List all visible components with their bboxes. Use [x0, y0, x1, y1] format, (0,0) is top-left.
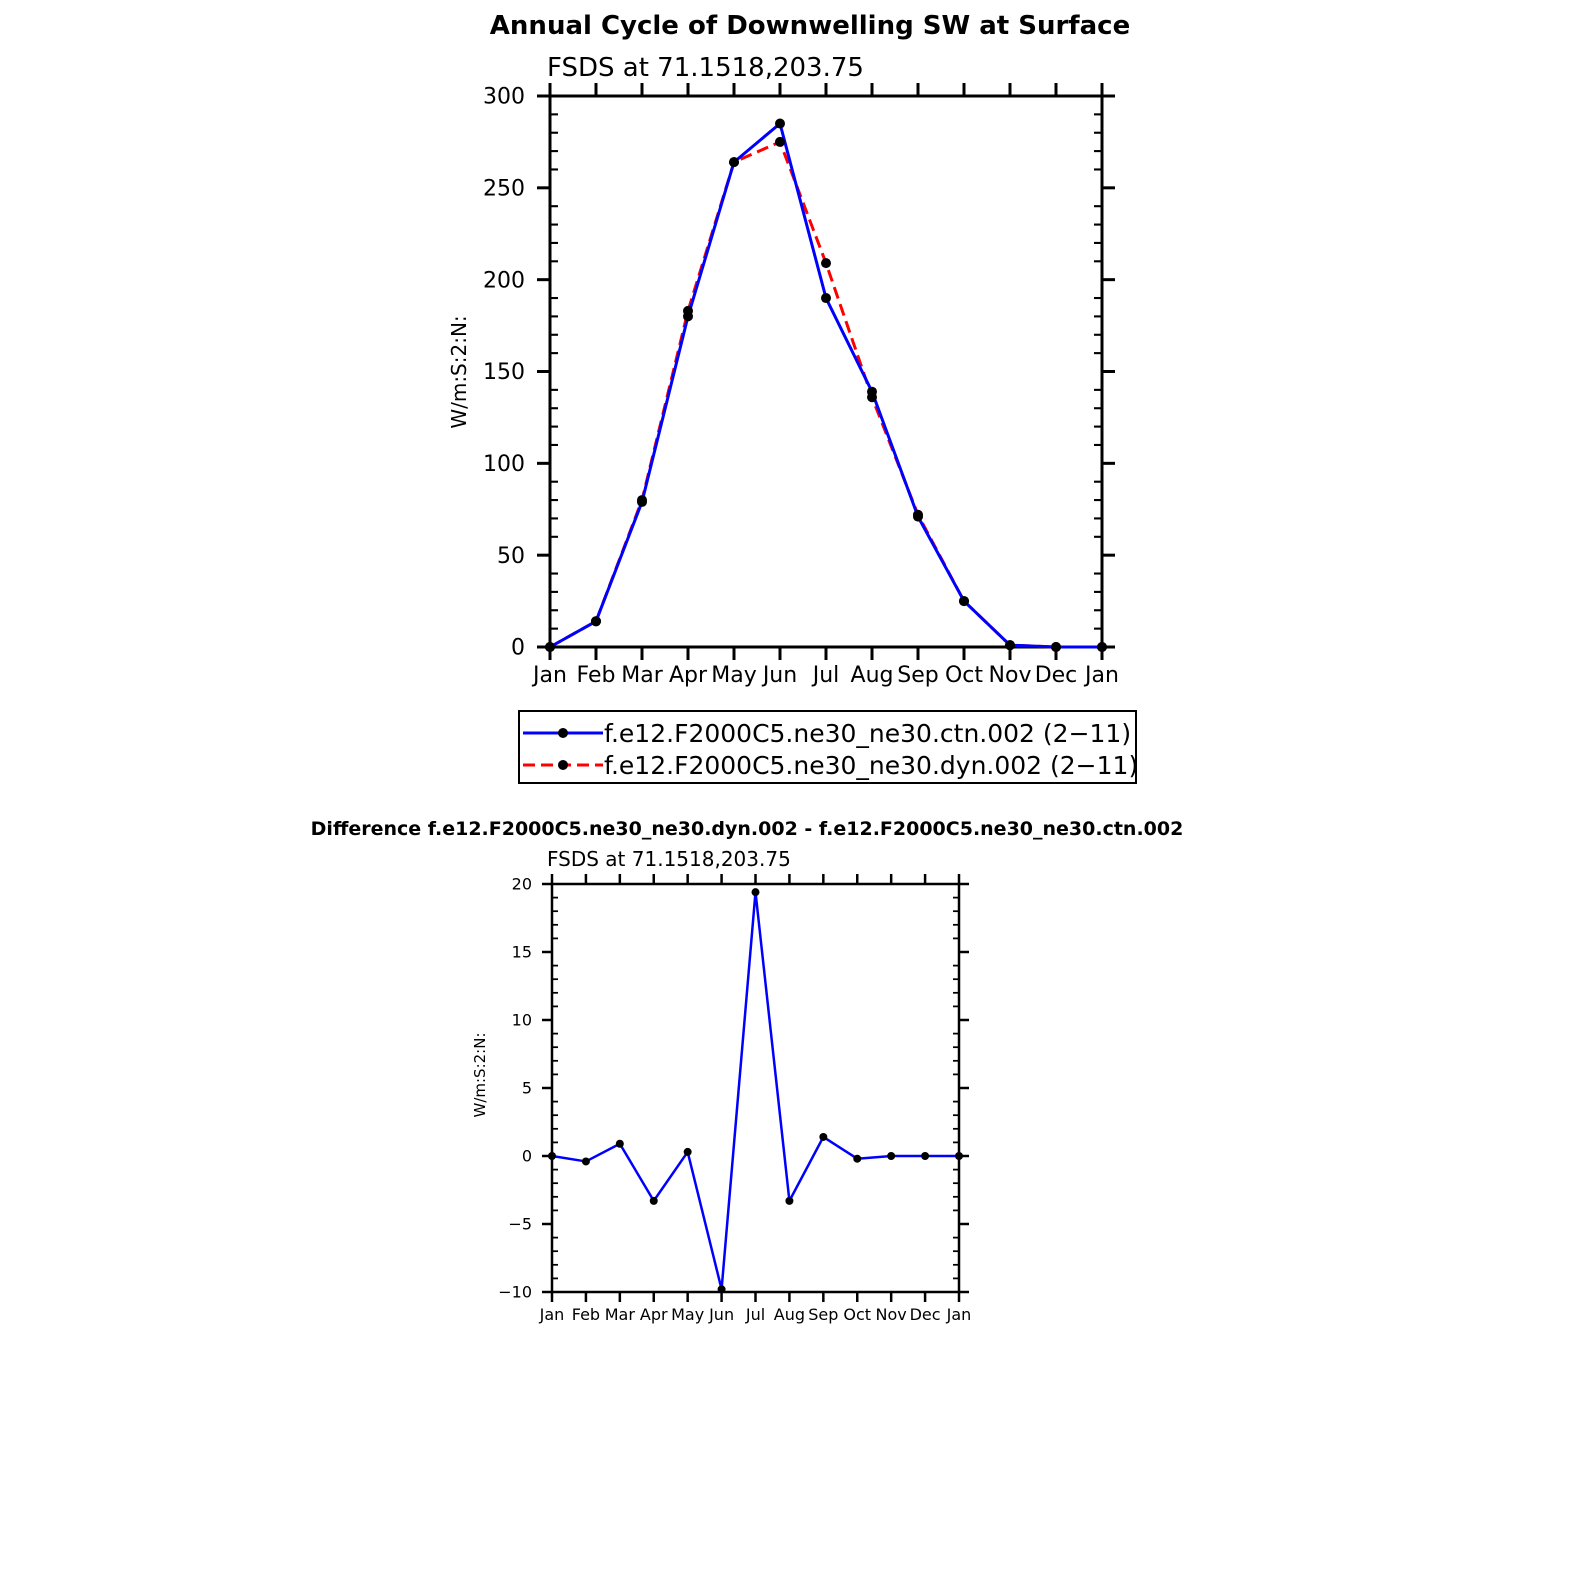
y-axis-label: W/m:S:2:N:	[447, 315, 471, 428]
x-tick-label: Apr	[669, 663, 708, 688]
legend-entry: f.e12.F2000C5.ne30_ne30.ctn.002 (2−11)	[604, 719, 1131, 748]
data-point	[821, 293, 831, 304]
x-tick-label: Mar	[621, 663, 663, 688]
data-point	[1051, 642, 1061, 652]
x-tick-label: Feb	[572, 1305, 600, 1324]
y-tick-label: 5	[522, 1079, 532, 1098]
x-tick-label: Jan	[946, 1305, 972, 1324]
chart-subtitle: FSDS at 71.1518,203.75	[547, 53, 864, 83]
data-point	[683, 305, 693, 316]
x-tick-label: Jun	[761, 663, 797, 688]
y-tick-label: 20	[512, 875, 532, 894]
x-tick-label: Jun	[708, 1305, 734, 1324]
series-line	[551, 890, 959, 1291]
data-point	[853, 1154, 862, 1163]
data-point	[913, 509, 923, 520]
legend-marker	[558, 760, 568, 770]
data-point	[548, 1152, 556, 1160]
data-point	[545, 642, 555, 652]
difference-y-axis-label: W/m:S:2:N:	[471, 1033, 489, 1118]
x-tick-label: Dec	[910, 1305, 941, 1324]
legend-entry: f.e12.F2000C5.ne30_ne30.dyn.002 (2−11)	[604, 751, 1138, 780]
data-point	[751, 888, 760, 897]
data-point	[821, 258, 831, 269]
series-line	[549, 140, 1102, 649]
data-point	[649, 1196, 658, 1205]
data-point	[959, 596, 969, 607]
y-tick-label: 200	[483, 268, 525, 293]
x-tick-label: Oct	[843, 1305, 871, 1324]
x-tick-label: Apr	[640, 1305, 668, 1324]
y-tick-label: −10	[498, 1283, 532, 1302]
x-tick-label: Feb	[577, 663, 616, 688]
data-point	[591, 616, 601, 627]
top-plot-area: Jan Feb Mar Apr May Jun Jul Aug Sep Oct Nov Dec Jan0…	[483, 83, 1119, 688]
y-tick-label: 50	[497, 544, 525, 569]
y-tick-label: 250	[483, 177, 525, 202]
difference-plot-area: Jan Feb Mar Apr May Jun Jul Aug Sep Oct Nov Dec Jan−…	[498, 874, 971, 1324]
series-line	[549, 122, 1102, 649]
x-tick-label: Nov	[876, 1305, 907, 1324]
data-point	[775, 136, 785, 147]
y-tick-label: 0	[522, 1147, 532, 1166]
legend-marker	[558, 728, 568, 738]
y-tick-label: 0	[511, 636, 525, 661]
y-tick-label: 300	[483, 85, 525, 110]
data-point	[785, 1196, 794, 1205]
data-point	[615, 1139, 624, 1148]
data-point	[819, 1132, 828, 1141]
x-tick-label: Oct	[945, 663, 983, 688]
x-tick-label: Dec	[1035, 663, 1078, 688]
difference-chart-title: Difference f.e12.F2000C5.ne30_ne30.dyn.0…	[311, 818, 1184, 840]
data-point	[921, 1152, 930, 1160]
x-tick-label: Jan	[531, 663, 567, 688]
plot-frame	[550, 882, 961, 1294]
data-point	[887, 1152, 896, 1160]
x-tick-label: Sep	[808, 1305, 838, 1324]
x-tick-label: Sep	[897, 663, 938, 688]
data-point	[1005, 640, 1015, 651]
difference-chart-subtitle: FSDS at 71.1518,203.75	[547, 847, 791, 871]
data-point	[637, 495, 647, 506]
x-tick-label: Aug	[851, 663, 894, 688]
y-tick-label: 100	[483, 452, 525, 477]
data-point	[955, 1152, 963, 1160]
x-tick-label: Jan	[1083, 663, 1119, 688]
data-point	[717, 1285, 726, 1294]
chart-title: Annual Cycle of Downwelling SW at Surfac…	[490, 11, 1130, 41]
x-tick-label: Jul	[811, 663, 840, 688]
y-tick-label: 150	[483, 360, 525, 385]
x-tick-label: May	[671, 1305, 704, 1324]
x-tick-label: Mar	[605, 1305, 636, 1324]
legend: f.e12.F2000C5.ne30_ne30.ctn.002 (2−11) f.…	[518, 710, 1138, 784]
data-point	[581, 1157, 590, 1166]
x-tick-label: Jan	[539, 1305, 565, 1324]
x-tick-label: Aug	[774, 1305, 805, 1324]
plot-frame	[548, 94, 1104, 649]
x-tick-label: Nov	[989, 663, 1032, 688]
data-point	[729, 157, 739, 168]
y-tick-label: 10	[512, 1011, 532, 1030]
data-point	[1097, 642, 1107, 652]
x-tick-label: May	[711, 663, 756, 688]
x-tick-label: Jul	[745, 1305, 765, 1324]
y-tick-label: −5	[508, 1215, 532, 1234]
data-point	[775, 118, 785, 129]
legend-box	[518, 710, 1137, 784]
data-point	[683, 1147, 692, 1156]
data-point	[867, 392, 877, 403]
y-tick-label: 15	[512, 943, 532, 962]
